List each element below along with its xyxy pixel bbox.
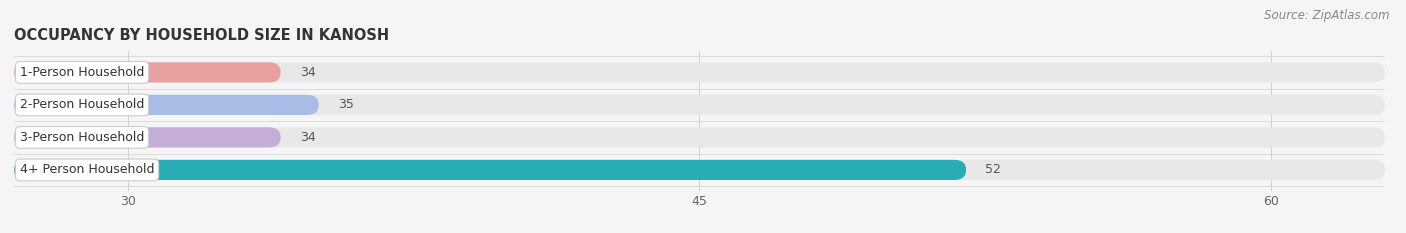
FancyBboxPatch shape <box>14 160 1385 180</box>
FancyBboxPatch shape <box>14 127 1385 147</box>
FancyBboxPatch shape <box>14 62 281 82</box>
Text: 1-Person Household: 1-Person Household <box>20 66 145 79</box>
FancyBboxPatch shape <box>14 95 1385 115</box>
Text: 52: 52 <box>986 163 1001 176</box>
Text: 34: 34 <box>299 66 315 79</box>
FancyBboxPatch shape <box>14 95 319 115</box>
Text: OCCUPANCY BY HOUSEHOLD SIZE IN KANOSH: OCCUPANCY BY HOUSEHOLD SIZE IN KANOSH <box>14 28 389 43</box>
Text: 4+ Person Household: 4+ Person Household <box>20 163 155 176</box>
Text: Source: ZipAtlas.com: Source: ZipAtlas.com <box>1264 9 1389 22</box>
Text: 3-Person Household: 3-Person Household <box>20 131 145 144</box>
FancyBboxPatch shape <box>14 127 281 147</box>
FancyBboxPatch shape <box>14 160 966 180</box>
Text: 34: 34 <box>299 131 315 144</box>
Text: 2-Person Household: 2-Person Household <box>20 98 145 111</box>
Text: 35: 35 <box>337 98 353 111</box>
FancyBboxPatch shape <box>14 62 1385 82</box>
